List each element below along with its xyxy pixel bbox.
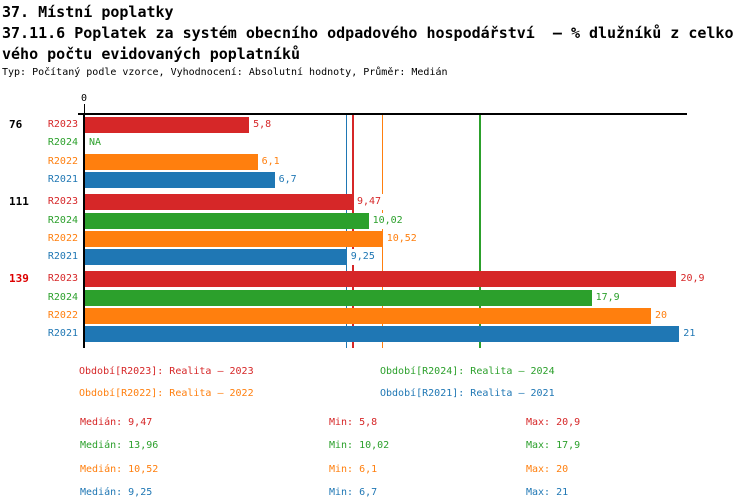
subtitle-line-1: 37.11.6 Poplatek za systém obecního odpa… [2,24,734,42]
series-label-r2022: R2022 [47,155,78,167]
bar-value-label: 21 [681,326,698,343]
bar-r2021-group-111 [85,249,347,266]
legend-item-r2022: Období[R2022]: Realita – 2022 [79,388,254,399]
series-label-r2021: R2021 [47,173,78,185]
stat-min-r2022: Min: 6,1 [329,464,378,475]
bar-value-label: 17,9 [593,289,622,306]
stat-max-r2024: Max: 17,9 [526,440,581,451]
bar-value-label: 10,02 [370,212,405,229]
bar-r2022-group-111 [85,230,383,247]
series-label-r2024: R2024 [47,291,78,303]
x-axis-zero-label: 0 [80,93,88,104]
stat-max-r2021: Max: 21 [526,487,569,498]
stat-median-r2023: Medián: 9,47 [80,417,153,428]
median-line-r2024 [479,114,481,348]
x-axis-line [78,113,687,115]
legend-item-r2021: Období[R2021]: Realita – 2021 [380,388,555,399]
meta-line: Typ: Počítaný podle vzorce, Vyhodnocení:… [2,67,448,78]
y-axis-line [83,113,85,348]
group-label-139: 139 [9,272,29,286]
grouped-bar-chart: 0 76 R2023 5,8 R2024 NA R2022 6,1 R2021 6,7 111 R2… [9,93,707,348]
stat-max-r2022: Max: 20 [526,464,569,475]
legend-item-r2023: Období[R2023]: Realita – 2023 [79,366,254,377]
bar-value-label: NA [87,135,104,152]
series-label-r2023: R2023 [47,119,78,130]
x-axis-zero-tick [84,104,85,114]
group-label-111: 111 [9,195,29,209]
bar-r2024-group-111 [85,212,369,229]
series-label-r2022: R2022 [47,232,78,244]
bar-r2021-group-139 [85,326,680,343]
legend-item-r2024: Období[R2024]: Realita – 2024 [380,366,555,377]
bar-value-label: 10,52 [384,230,419,247]
series-label-r2021: R2021 [47,328,78,340]
page-title: 37. Místní poplatky [2,3,174,21]
stat-min-r2023: Min: 5,8 [329,417,378,428]
stat-max-r2023: Max: 20,9 [526,417,581,428]
bar-value-label: 20 [653,308,670,324]
stat-median-r2024: Medián: 13,96 [80,440,159,451]
bar-r2022-group-76 [85,153,258,170]
bar-r2023-group-76 [85,117,250,133]
bar-value-label: 9,25 [348,249,377,266]
bar-r2022-group-139 [85,308,651,324]
series-label-r2023: R2023 [47,273,78,285]
series-label-r2024: R2024 [47,214,78,226]
stat-median-r2022: Medián: 10,52 [80,464,159,475]
stat-min-r2024: Min: 10,02 [329,440,390,451]
subtitle-line-2: vého počtu evidovaných poplatníků [2,45,301,63]
bar-value-label: 6,1 [259,153,282,170]
stat-median-r2021: Medián: 9,25 [80,487,153,498]
bar-value-label: 20,9 [678,271,707,288]
series-label-r2022: R2022 [47,310,78,321]
stat-min-r2021: Min: 6,7 [329,487,378,498]
group-label-76: 76 [9,118,23,131]
series-label-r2021: R2021 [47,251,78,263]
bar-r2023-group-111 [85,194,353,211]
bar-r2024-group-139 [85,289,592,306]
bar-value-label: 6,7 [276,171,299,188]
bar-r2021-group-76 [85,171,275,188]
series-label-r2024: R2024 [47,137,78,149]
bar-r2023-group-139 [85,271,677,288]
bar-value-label: 5,8 [251,117,274,133]
bar-value-label: 9,47 [355,194,384,211]
series-label-r2023: R2023 [47,196,78,208]
